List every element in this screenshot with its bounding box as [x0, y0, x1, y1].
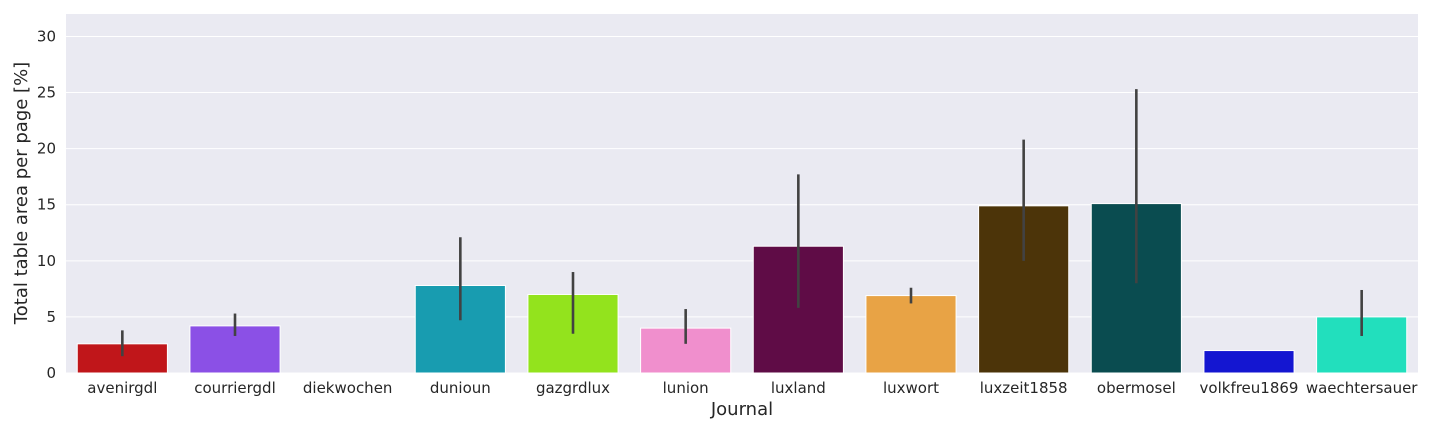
- y-tick-label: 25: [37, 84, 56, 102]
- x-tick-label: luxzeit1858: [980, 379, 1068, 397]
- y-tick-label: 30: [37, 27, 56, 45]
- y-tick-label: 20: [37, 140, 56, 158]
- x-tick-label: luxland: [771, 379, 826, 397]
- x-tick-label: waechtersauer: [1306, 379, 1418, 397]
- x-tick-label: gazgrdlux: [536, 379, 610, 397]
- y-axis-label: Total table area per page [%]: [11, 62, 32, 325]
- error-bars: [121, 89, 1363, 357]
- x-tick-label: courriergdl: [194, 379, 276, 397]
- plot-background: [66, 14, 1418, 373]
- y-tick-labels: 0 5 10 15 20 25 30: [37, 27, 56, 382]
- x-tick-label: diekwochen: [303, 379, 393, 397]
- y-tick-label: 5: [46, 308, 56, 326]
- x-tick-label: luxwort: [883, 379, 939, 397]
- x-tick-label: obermosel: [1097, 379, 1176, 397]
- x-tick-label: avenirgdl: [87, 379, 157, 397]
- y-tick-label: 0: [46, 364, 56, 382]
- x-tick-labels: avenirgdl courriergdl diekwochen dunioun gaz…: [87, 379, 1418, 397]
- x-tick-label: dunioun: [430, 379, 491, 397]
- y-tick-label: 15: [37, 196, 56, 214]
- x-tick-label: volkfreu1869: [1200, 379, 1299, 397]
- x-axis-label: Journal: [710, 399, 773, 420]
- x-tick-label: lunion: [663, 379, 709, 397]
- y-tick-label: 10: [37, 252, 56, 270]
- bar: [1203, 350, 1295, 374]
- grid-lines: [66, 35, 1418, 374]
- bar: [865, 295, 957, 374]
